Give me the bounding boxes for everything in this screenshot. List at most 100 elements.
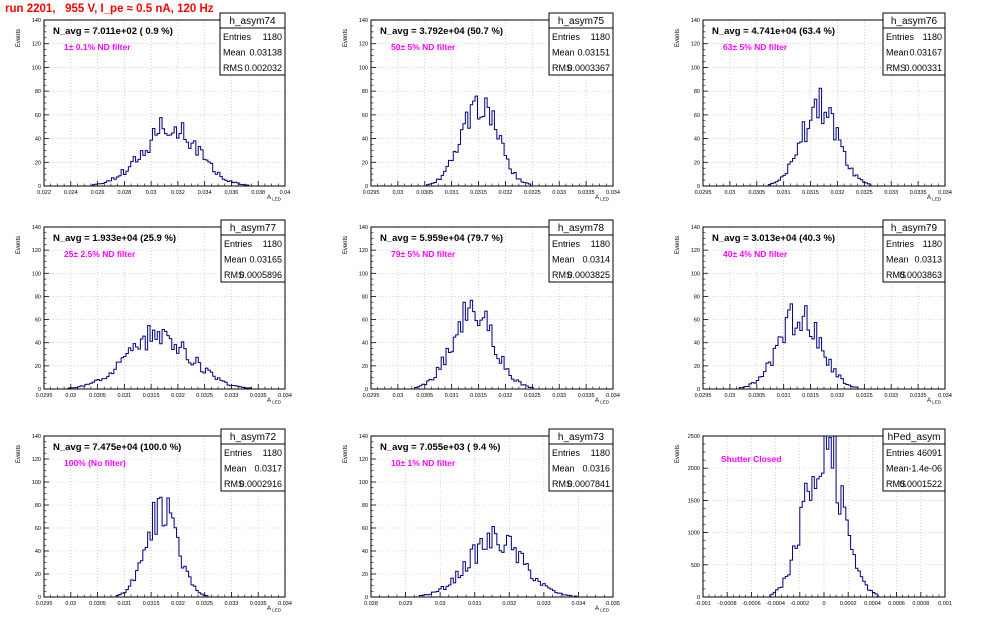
x-axis-label: A LED <box>267 606 282 613</box>
filter-note: 40± 4% ND filter <box>723 249 788 259</box>
stats-box <box>548 428 614 492</box>
stats-box <box>882 219 946 283</box>
stats-value: 1180 <box>591 32 610 42</box>
x-tick-label: 0.034 <box>938 190 952 196</box>
x-tick-label: 0.028 <box>117 190 131 196</box>
stats-value: 0.0003863 <box>899 270 942 280</box>
y-tick-label: 80 <box>694 89 700 95</box>
y-tick-label: 120 <box>359 248 368 254</box>
y-tick-label: 0 <box>365 184 368 190</box>
stats-key: RMS <box>223 63 243 73</box>
stats-value: 0.0317 <box>254 464 282 474</box>
n-avg-label: N_avg = 5.959e+04 (79.7 %) <box>380 233 503 244</box>
y-tick-label: 120 <box>32 42 41 48</box>
y-tick-label: 100 <box>359 480 368 486</box>
stats-title: h_asym74 <box>229 16 276 27</box>
x-tick-label: 0.0325 <box>196 601 213 607</box>
y-tick-label: 140 <box>359 434 368 440</box>
stats-value: 1180 <box>923 32 942 42</box>
y-tick-label: 140 <box>691 225 700 231</box>
x-tick-label: -0.001 <box>695 601 711 607</box>
x-tick-label: 0.032 <box>171 190 185 196</box>
y-tick-label: 60 <box>35 113 41 119</box>
filter-note: 63± 5% ND filter <box>723 42 788 52</box>
stats-value: 0.03165 <box>249 255 282 265</box>
x-tick-label: 0.0315 <box>143 393 160 399</box>
stats-value: 0.03138 <box>249 48 282 58</box>
x-tick-label: 0.031 <box>777 190 791 196</box>
stats-value: 0.0001522 <box>899 479 942 489</box>
filter-note: 10± 1% ND filter <box>391 458 456 468</box>
y-tick-label: 80 <box>362 503 368 509</box>
x-tick-label: 0.031 <box>117 393 131 399</box>
x-tick-label: 0.031 <box>468 601 482 607</box>
n-avg-label: N_avg = 3.013e+04 (40.3 %) <box>712 233 835 244</box>
stats-value: 1180 <box>923 239 942 249</box>
x-tick-label: 0.0335 <box>250 601 267 607</box>
y-tick-label: 80 <box>694 294 700 300</box>
x-tick-label: -0.0008 <box>718 601 737 607</box>
stats-key: Entries <box>886 32 915 42</box>
y-tick-label: 20 <box>362 364 368 370</box>
stats-key: Entries <box>886 448 915 458</box>
stats-value: 0.002032 <box>244 63 282 73</box>
stats-value: 0.03167 <box>909 48 942 58</box>
stats-value: 0.0003367 <box>567 63 610 73</box>
x-tick-label: 0.034 <box>606 393 620 399</box>
y-tick-label: 80 <box>362 294 368 300</box>
y-tick-label: 2000 <box>688 466 700 472</box>
x-tick-label: 0.0295 <box>36 393 53 399</box>
y-tick-label: 80 <box>35 89 41 95</box>
x-tick-label: 0 <box>822 601 825 607</box>
stats-box <box>220 219 286 283</box>
x-tick-label: 0.032 <box>831 393 845 399</box>
y-tick-label: 140 <box>691 18 700 24</box>
y-tick-label: 100 <box>32 480 41 486</box>
stats-key: RMS <box>552 63 572 73</box>
y-tick-label: 100 <box>691 271 700 277</box>
x-tick-label: 0.0335 <box>578 190 595 196</box>
x-tick-label: 0.033 <box>884 393 898 399</box>
stats-value: 1180 <box>591 448 610 458</box>
x-tick-label: 0.0305 <box>416 190 433 196</box>
stats-key: RMS <box>886 63 906 73</box>
x-tick-label: 0.033 <box>225 601 239 607</box>
y-tick-label: 60 <box>362 318 368 324</box>
histogram-panel-h_asym78: 0.0295 0.03 0.0305 0.031 0.0315 0.032 0.0325 0.… <box>343 219 620 405</box>
x-tick-label: 0.033 <box>552 190 566 196</box>
stats-value: 1180 <box>263 448 282 458</box>
stats-key: Entries <box>552 32 581 42</box>
y-tick-label: 20 <box>35 160 41 166</box>
stats-title: hPed_asym <box>888 432 941 443</box>
stats-title: h_asym76 <box>891 16 938 27</box>
y-tick-label: 120 <box>32 248 41 254</box>
n-avg-label: N_avg = 1.933e+04 (25.9 %) <box>53 233 176 244</box>
y-tick-label: 1000 <box>688 531 700 537</box>
histogram-line <box>371 299 613 390</box>
y-tick-label: 2500 <box>688 434 700 440</box>
x-tick-label: 0.0305 <box>416 393 433 399</box>
stats-key: Mean <box>224 255 247 265</box>
x-tick-label: 0.0002 <box>840 601 857 607</box>
x-tick-label: 0.0305 <box>89 393 106 399</box>
stats-value: 1180 <box>263 239 282 249</box>
stats-key: Entries <box>223 32 252 42</box>
stats-title: h_asym78 <box>558 223 605 234</box>
histogram-panel-hPed_asym: -0.001 -0.0008 -0.0006 -0.0004 -0.0002 0 0.000… <box>675 428 952 607</box>
x-tick-label: 0.034 <box>572 601 586 607</box>
x-tick-label: -0.0006 <box>742 601 761 607</box>
stats-title: h_asym77 <box>230 223 277 234</box>
stats-key: RMS <box>224 270 244 280</box>
y-tick-label: 120 <box>359 457 368 463</box>
x-tick-label: 0.0305 <box>748 190 765 196</box>
y-tick-label: 100 <box>359 65 368 71</box>
x-tick-label: 0.03 <box>435 601 446 607</box>
y-axis-label: Events <box>343 236 349 254</box>
y-tick-label: 40 <box>694 341 700 347</box>
stats-key: Mean <box>886 464 909 474</box>
x-tick-label: 0.0315 <box>802 190 819 196</box>
stats-key: Mean <box>886 255 909 265</box>
x-tick-label: 0.0325 <box>856 190 873 196</box>
stats-value: 0.0316 <box>582 464 610 474</box>
x-axis-label: A LED <box>267 195 282 202</box>
